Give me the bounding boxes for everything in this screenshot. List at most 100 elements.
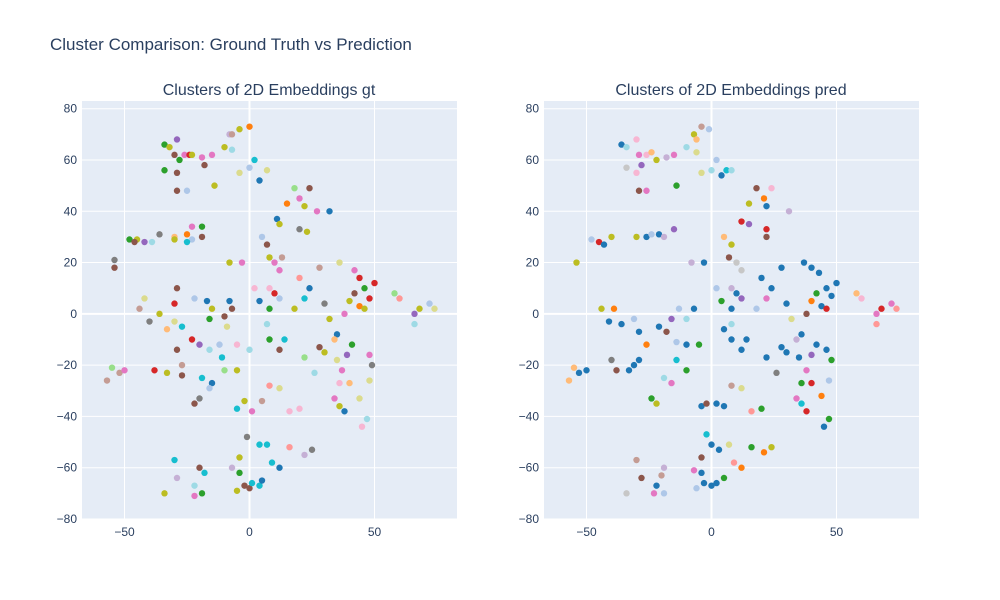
scatter-point-pred (618, 141, 625, 148)
scatter-point-gt (196, 395, 203, 402)
y-tick-label: −40 (57, 409, 78, 423)
scatter-point-gt (163, 369, 171, 377)
scatter-point-pred (728, 336, 735, 343)
scatter-point-gt (178, 361, 186, 369)
scatter-point-pred (808, 379, 815, 387)
scatter-point-gt (366, 295, 373, 302)
x-tick-label: 0 (246, 525, 253, 539)
y-tick-label: 40 (64, 204, 78, 218)
x-tick-label: −50 (576, 525, 597, 539)
scatter-point-pred (873, 320, 880, 328)
scatter-point-gt (141, 238, 148, 246)
scatter-point-pred (748, 443, 755, 451)
scatter-point-gt (161, 167, 168, 174)
scatter-point-pred (813, 290, 820, 297)
scatter-point-gt (201, 469, 208, 477)
scatter-point-gt (321, 300, 328, 307)
scatter-point-gt (263, 241, 271, 248)
scatter-point-gt (148, 238, 156, 246)
scatter-point-gt (321, 349, 328, 356)
scatter-point-pred (668, 379, 675, 387)
scatter-point-pred (853, 290, 860, 297)
scatter-point-pred (608, 233, 615, 241)
scatter-point-gt (276, 346, 283, 353)
scatter-point-gt (271, 290, 278, 297)
scatter-point-gt (256, 297, 263, 305)
scatter-point-gt (361, 285, 368, 292)
scatter-point-pred (803, 408, 810, 415)
scatter-point-gt (371, 279, 378, 287)
figure-title: Cluster Comparison: Ground Truth vs Pred… (50, 35, 412, 54)
scatter-point-gt (151, 367, 158, 374)
scatter-point-pred (808, 351, 815, 359)
scatter-point-pred (793, 395, 800, 402)
y-tick-label: 20 (526, 256, 540, 270)
scatter-point-pred (670, 226, 678, 233)
scatter-point-pred (763, 295, 770, 302)
scatter-point-pred (633, 136, 640, 143)
scatter-point-gt (166, 143, 173, 151)
scatter-point-pred (713, 156, 720, 164)
scatter-point-gt (233, 405, 241, 412)
scatter-point-gt (311, 369, 318, 377)
scatter-point-gt (276, 385, 283, 392)
scatter-point-pred (738, 295, 745, 302)
x-tick-label: 50 (830, 525, 844, 539)
scatter-point-gt (108, 364, 116, 371)
scatter-point-gt (251, 285, 258, 292)
scatter-point-gt (218, 354, 226, 361)
scatter-point-gt (216, 341, 223, 348)
scatter-point-pred (803, 310, 810, 318)
scatter-point-pred (683, 341, 690, 348)
scatter-point-pred (690, 305, 698, 312)
scatter-point-pred (708, 167, 715, 174)
y-tick-label: −80 (519, 512, 540, 526)
scatter-point-gt (301, 202, 308, 210)
scatter-point-gt (173, 169, 181, 177)
y-tick-label: 80 (526, 102, 540, 116)
scatter-point-gt (191, 400, 198, 407)
scatter-point-gt (238, 259, 246, 266)
scatter-point-gt (416, 305, 423, 312)
scatter-point-gt (176, 156, 183, 164)
scatter-point-pred (763, 226, 770, 233)
scatter-point-gt (171, 236, 178, 243)
scatter-point-gt (341, 408, 348, 415)
scatter-point-gt (326, 208, 333, 215)
scatter-point-gt (126, 236, 133, 243)
scatter-point-pred (683, 315, 690, 323)
scatter-point-gt (233, 341, 241, 348)
scatter-point-gt (188, 336, 196, 343)
scatter-point-pred (613, 367, 620, 374)
scatter-point-gt (236, 454, 243, 461)
scatter-point-pred (778, 264, 785, 271)
scatter-point-pred (623, 143, 630, 151)
scatter-point-gt (268, 459, 276, 466)
scatter-point-pred (693, 136, 700, 143)
scatter-point-pred (768, 285, 775, 292)
scatter-point-gt (228, 464, 236, 471)
scatter-point-pred (728, 241, 735, 248)
scatter-point-pred (818, 392, 825, 400)
scatter-point-pred (738, 464, 745, 471)
scatter-point-pred (575, 369, 583, 377)
scatter-point-pred (760, 449, 768, 456)
scatter-point-pred (763, 202, 770, 210)
scatter-point-pred (690, 467, 698, 474)
scatter-point-gt (411, 320, 418, 328)
scatter-point-gt (301, 451, 308, 459)
scatter-point-gt (196, 341, 203, 348)
scatter-point-gt (173, 346, 181, 353)
scatter-point-gt (331, 395, 338, 402)
scatter-point-pred (648, 395, 655, 402)
scatter-point-pred (833, 279, 840, 287)
scatter-point-pred (733, 290, 740, 297)
scatter-point-pred (635, 328, 643, 335)
scatter-point-gt (283, 200, 291, 207)
scatter-point-pred (813, 341, 820, 348)
scatter-point-pred (693, 485, 700, 492)
scatter-point-gt (358, 423, 366, 430)
scatter-point-gt (173, 187, 181, 194)
scatter-point-gt (171, 318, 178, 325)
scatter-point-pred (720, 233, 728, 241)
